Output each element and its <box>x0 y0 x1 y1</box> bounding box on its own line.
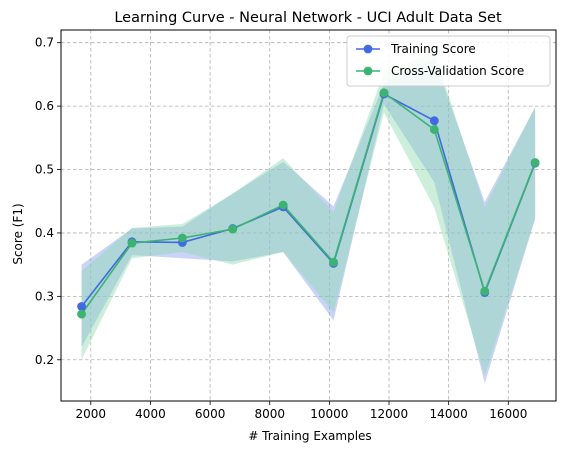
series-lines <box>80 91 536 315</box>
data-point <box>127 238 137 248</box>
series-points <box>77 88 540 319</box>
series-line-1 <box>80 91 536 315</box>
x-tick-label: 16000 <box>489 407 527 421</box>
x-tick-label: 6000 <box>195 407 226 421</box>
legend-label: Cross-Validation Score <box>391 64 524 78</box>
plot-frame <box>60 29 557 402</box>
y-axis-ticks: 0.2 0.3 0.4 0.5 0.6 0.7 <box>35 36 61 367</box>
y-axis-label: Score (F1) <box>11 203 25 264</box>
x-tick-label: 2000 <box>76 407 107 421</box>
data-point <box>329 257 338 267</box>
series-line-0 <box>80 92 536 307</box>
data-point <box>228 224 238 234</box>
y-tick-label: 0.7 <box>35 36 54 50</box>
legend-label: Training Score <box>390 42 476 56</box>
x-tick-label: 4000 <box>135 407 166 421</box>
data-point <box>480 286 490 296</box>
data-point <box>379 88 389 98</box>
legend-marker <box>363 44 373 54</box>
y-tick-label: 0.3 <box>35 289 54 303</box>
x-tick-label: 10000 <box>310 407 348 421</box>
legend-box <box>346 35 551 87</box>
chart-title: Learning Curve - Neural Network - UCI Ad… <box>114 10 502 26</box>
data-point <box>278 200 288 210</box>
data-point <box>530 158 540 167</box>
x-tick-label: 12000 <box>370 407 408 421</box>
y-tick-label: 0.2 <box>35 353 54 367</box>
confidence-band-1 <box>81 51 536 376</box>
confidence-band-0 <box>81 59 536 384</box>
x-tick-label: 8000 <box>254 407 285 421</box>
y-tick-label: 0.6 <box>35 99 54 113</box>
confidence-bands <box>81 51 536 384</box>
data-point <box>77 309 86 319</box>
data-point <box>429 116 439 126</box>
data-point <box>77 302 86 311</box>
y-tick-label: 0.5 <box>35 163 54 177</box>
legend-marker <box>363 66 373 76</box>
legend: Training Score Cross-Validation Score <box>346 35 551 87</box>
y-tick-label: 0.4 <box>35 226 54 240</box>
data-point <box>177 233 187 243</box>
data-point <box>429 125 439 134</box>
x-axis-label: # Training Examples <box>248 429 371 443</box>
x-axis-ticks: 2000 4000 6000 8000 10000 12000 14000 16000 <box>76 401 527 421</box>
x-tick-label: 14000 <box>430 407 468 421</box>
